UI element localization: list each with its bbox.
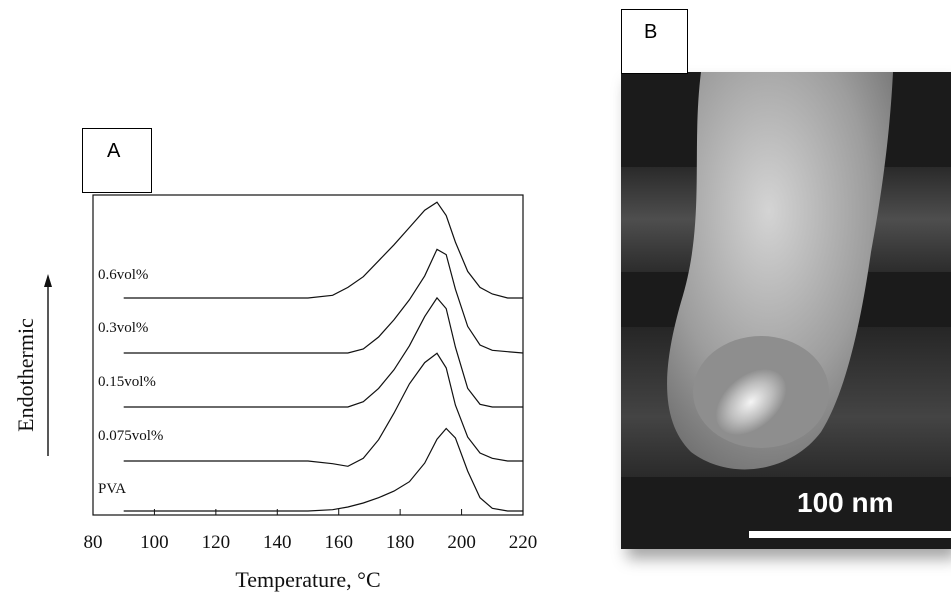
series-label: 0.6vol% bbox=[98, 267, 148, 283]
panel-b-tag: B bbox=[621, 9, 688, 74]
panel-a-tag: A bbox=[82, 128, 152, 193]
dsc-curves bbox=[123, 201, 524, 512]
plot-frame bbox=[92, 194, 524, 516]
x-tick-label: 180 bbox=[386, 532, 415, 553]
y-axis-title: Endothermic bbox=[13, 318, 38, 432]
x-tick-label: 120 bbox=[202, 532, 231, 553]
y-axis-arrow bbox=[44, 274, 52, 456]
series-line bbox=[123, 296, 523, 408]
series-line bbox=[123, 201, 523, 299]
x-tick-label: 80 bbox=[84, 532, 103, 553]
scale-bar-label: 100 nm bbox=[797, 487, 894, 518]
series-label: PVA bbox=[98, 481, 126, 497]
series-label: 0.3vol% bbox=[98, 320, 148, 336]
x-axis-ticks: 80 100 120 140 160 180 200 220 bbox=[84, 509, 538, 553]
sem-image: 100 nm bbox=[621, 72, 951, 549]
x-tick-label: 220 bbox=[509, 532, 538, 553]
x-tick-label: 160 bbox=[324, 532, 353, 553]
curve-labels: 0.6vol% 0.3vol% 0.15vol% 0.075vol% PVA bbox=[98, 267, 163, 497]
series-line bbox=[123, 352, 523, 467]
series-line bbox=[123, 248, 524, 354]
x-axis-title: Temperature, °C bbox=[235, 567, 380, 592]
x-tick-label: 200 bbox=[447, 532, 476, 553]
x-tick-label: 140 bbox=[263, 532, 292, 553]
series-label: 0.15vol% bbox=[98, 374, 156, 390]
nanotube-image bbox=[667, 72, 893, 470]
scale-bar bbox=[749, 531, 951, 538]
series-line bbox=[123, 427, 523, 512]
x-tick-label: 100 bbox=[140, 532, 169, 553]
nanotube-core bbox=[716, 369, 786, 435]
series-label: 0.075vol% bbox=[98, 428, 163, 444]
